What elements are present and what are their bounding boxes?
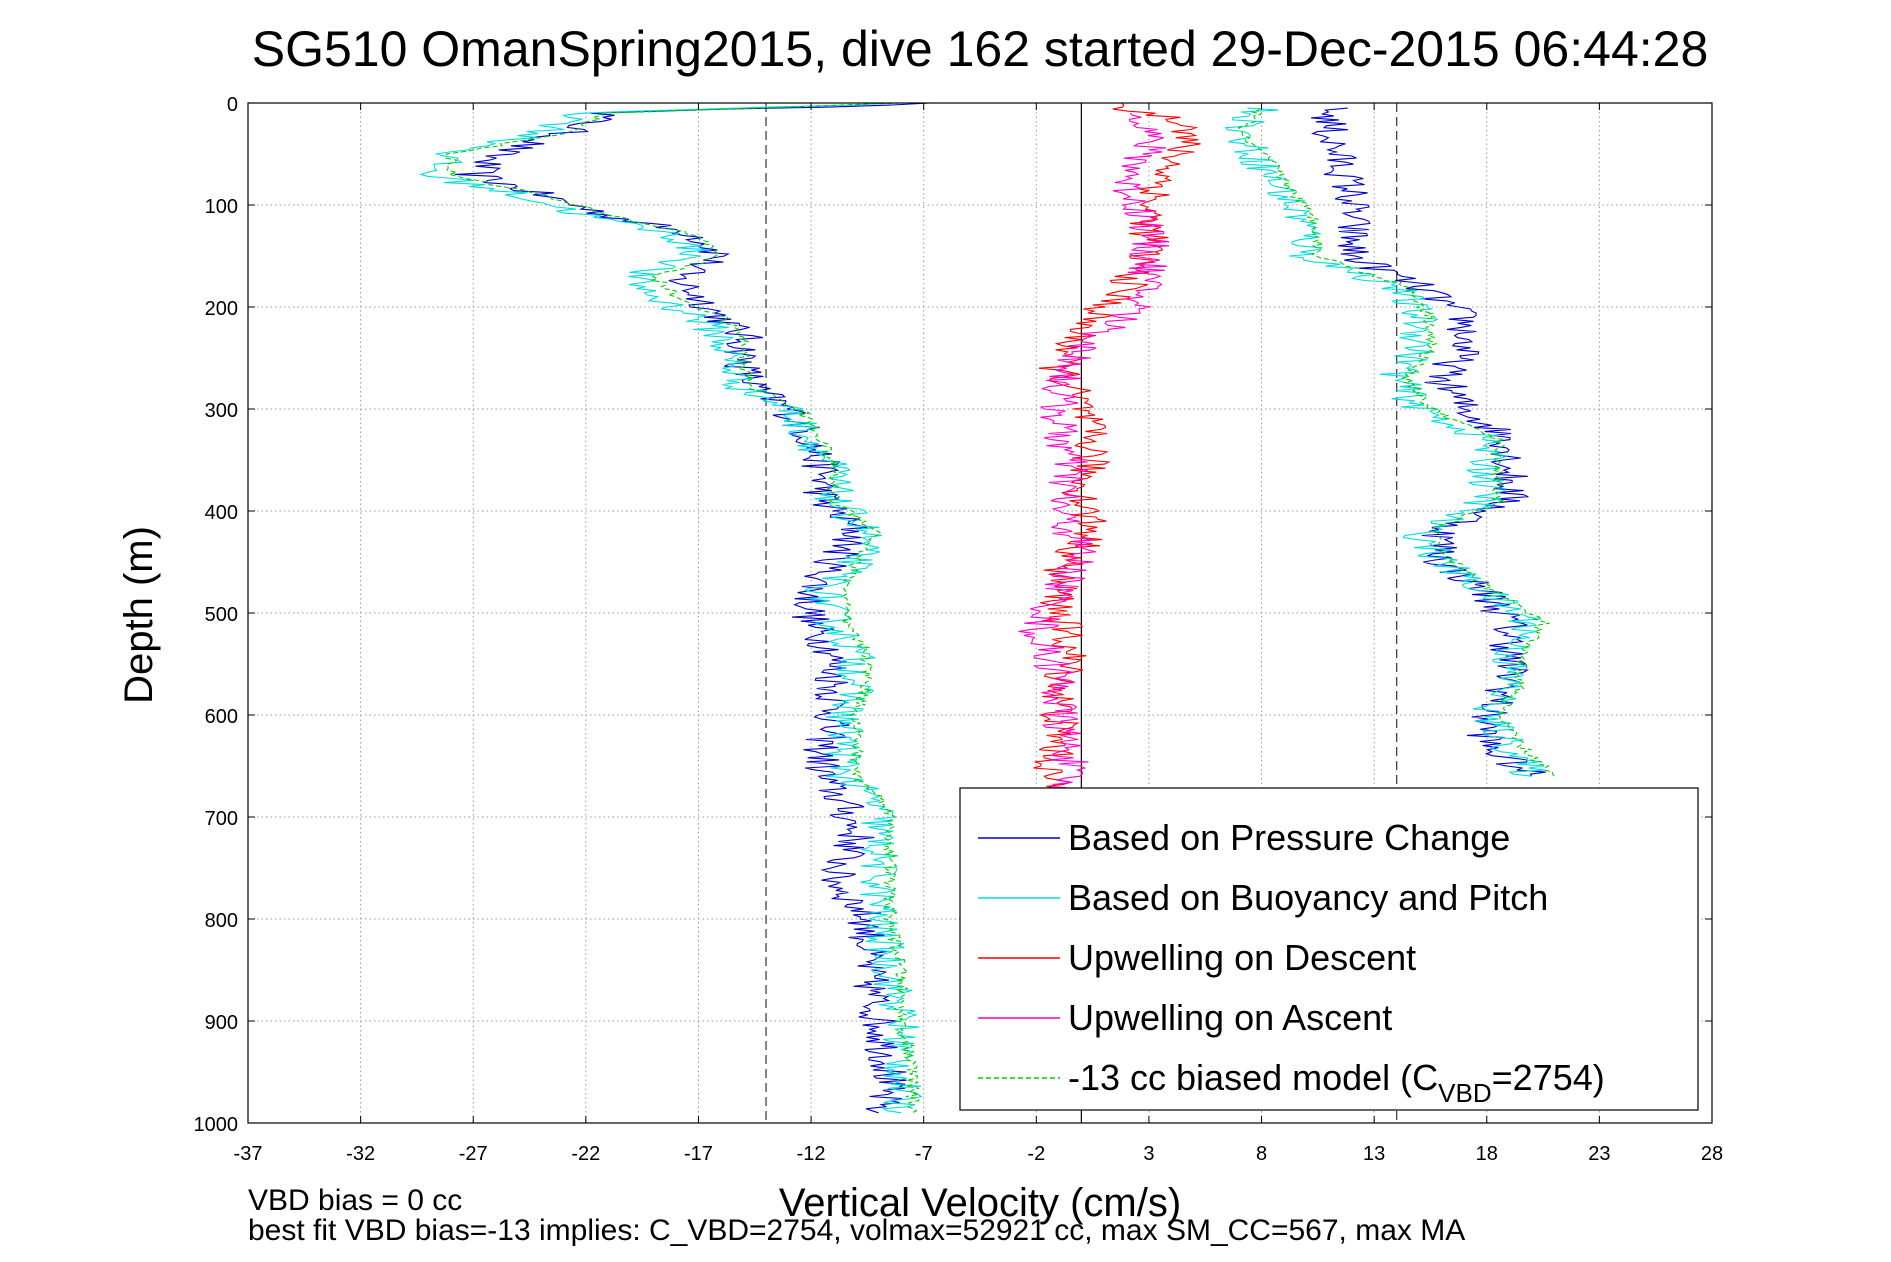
chart-title: SG510 OmanSpring2015, dive 162 started 2… — [252, 21, 1709, 77]
x-tick-label: 8 — [1256, 1143, 1267, 1165]
y-tick-label: 0 — [227, 94, 238, 116]
x-tick-label: -27 — [459, 1143, 488, 1165]
legend-label: Based on Pressure Change — [1068, 817, 1510, 858]
x-tick-label: 28 — [1701, 1143, 1723, 1165]
x-axis-label: Vertical Velocity (cm/s) — [779, 1181, 1181, 1225]
series-line-2-descent — [1033, 102, 1201, 798]
x-tick-label: -17 — [684, 1143, 713, 1165]
y-axis-label: Depth (m) — [117, 526, 161, 704]
x-tick-label: -2 — [1027, 1143, 1045, 1165]
series-line-0-ascent — [1311, 107, 1546, 777]
x-tick-label: -22 — [571, 1143, 600, 1165]
legend-label: Upwelling on Descent — [1068, 937, 1416, 978]
legend-label: Upwelling on Ascent — [1068, 997, 1392, 1038]
y-tick-label: 900 — [205, 1012, 238, 1034]
series-line-4-ascent — [1237, 107, 1555, 777]
y-tick-label: 300 — [205, 400, 238, 422]
y-tick-label: 500 — [205, 604, 238, 626]
x-tick-label: -12 — [797, 1143, 826, 1165]
series-group — [419, 102, 1555, 1114]
legend: Based on Pressure Change Based on Buoyanc… — [959, 787, 1699, 1111]
y-tick-label: 100 — [205, 196, 238, 218]
series-line-0-descent — [454, 102, 930, 1114]
legend-label: Based on Buoyancy and Pitch — [1068, 877, 1548, 918]
x-tick-label: 3 — [1143, 1143, 1154, 1165]
x-tick-label: -7 — [915, 1143, 933, 1165]
x-tick-label: 18 — [1476, 1143, 1498, 1165]
best-fit-note: best fit VBD bias=-13 implies: C_VBD=275… — [248, 1214, 1465, 1247]
y-tick-label: 400 — [205, 502, 238, 524]
series-line-3-ascent — [1018, 112, 1170, 798]
y-tick-label: 600 — [205, 706, 238, 728]
x-tick-label: -37 — [234, 1143, 263, 1165]
y-tick-label: 700 — [205, 808, 238, 830]
x-tick-label: -32 — [346, 1143, 375, 1165]
series-line-4-descent — [445, 102, 920, 1114]
series-line-1-ascent — [1224, 107, 1545, 777]
y-tick-label: 200 — [205, 298, 238, 320]
y-tick-label: 1000 — [194, 1114, 239, 1136]
y-tick-label: 800 — [205, 910, 238, 932]
series-line-1-descent — [419, 102, 923, 1114]
x-tick-label: 23 — [1588, 1143, 1610, 1165]
ticks: -37 -32 -27 -22 -17 -12 -7 -2 3 8 13 18 23 28 0 100 200 3… — [194, 94, 1724, 1165]
legend-box — [959, 787, 1699, 1111]
x-tick-label: 13 — [1363, 1143, 1385, 1165]
vbd-bias-note: VBD bias = 0 cc — [248, 1184, 462, 1217]
legend-label: -13 cc biased model (CVBD=2754) — [1068, 1057, 1605, 1108]
